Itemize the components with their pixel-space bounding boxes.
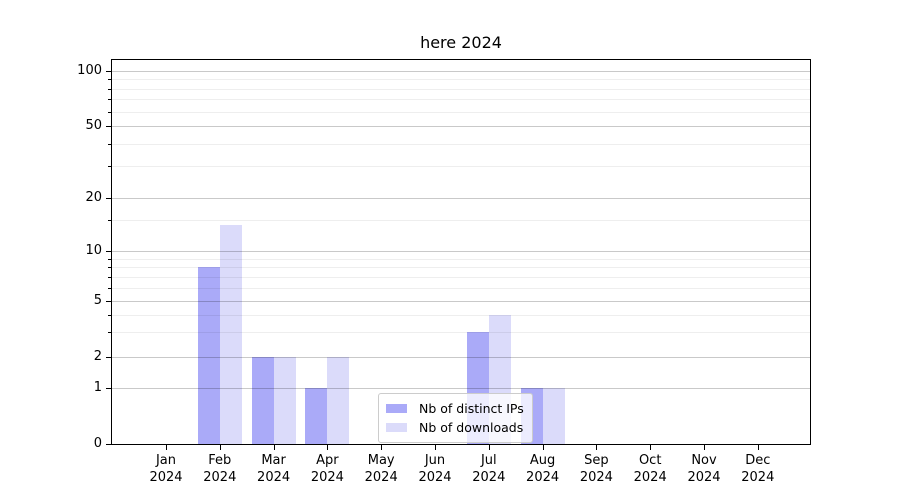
minor-gridline — [112, 99, 810, 101]
legend-item-distinct-ips: Nb of distinct IPs — [386, 399, 524, 418]
bar-distinct-ips-apr — [305, 388, 328, 444]
x-axis-tick — [435, 445, 436, 450]
x-axis-tick-label: May 2024 — [364, 453, 398, 485]
y-axis-tick-label: 1 — [93, 380, 102, 395]
minor-gridline — [112, 219, 810, 221]
y-axis-tick-label: 50 — [85, 118, 102, 133]
major-gridline — [112, 71, 810, 72]
y-axis-tick — [106, 71, 111, 72]
y-axis-tick — [106, 301, 111, 302]
y-axis-minor-tick — [108, 143, 111, 145]
y-axis-minor-tick — [108, 166, 111, 168]
y-axis-tick-label: 2 — [93, 349, 102, 364]
y-axis-tick — [106, 126, 111, 127]
minor-gridline — [112, 166, 810, 168]
x-axis-tick — [166, 445, 167, 450]
x-axis-tick — [488, 445, 490, 450]
y-axis-minor-tick — [108, 314, 111, 316]
x-axis-tick — [704, 445, 705, 450]
x-axis-tick — [650, 445, 652, 450]
y-axis-minor-tick — [108, 79, 111, 81]
legend-label-downloads: Nb of downloads — [419, 420, 524, 435]
x-axis-tick-label: Aug 2024 — [526, 453, 560, 485]
y-axis-tick — [106, 388, 111, 389]
bar-distinct-ips-mar — [251, 357, 274, 444]
y-axis-minor-tick — [108, 276, 111, 278]
legend-label-distinct-ips: Nb of distinct IPs — [419, 401, 524, 416]
y-axis-minor-tick — [108, 267, 111, 269]
y-axis-minor-tick — [108, 111, 111, 113]
y-axis-tick-label: 10 — [85, 243, 102, 258]
legend-swatch-distinct-ips-icon — [386, 404, 407, 413]
y-axis-tick — [106, 251, 111, 252]
y-axis-tick — [106, 357, 111, 358]
x-axis-tick-label: Jul 2024 — [472, 453, 506, 485]
bar-distinct-ips-feb — [197, 267, 220, 444]
x-axis-tick-label: Mar 2024 — [257, 453, 291, 485]
y-axis-tick-label: 20 — [85, 190, 102, 205]
plot-area — [111, 59, 811, 445]
y-axis-minor-tick — [108, 99, 111, 101]
x-axis-tick — [327, 445, 329, 450]
x-axis-tick — [219, 445, 221, 450]
y-axis-tick-label: 100 — [77, 63, 102, 78]
minor-gridline — [112, 111, 810, 113]
y-axis-minor-tick — [108, 258, 111, 260]
major-gridline — [112, 388, 810, 389]
x-axis-tick-label: Jan 2024 — [149, 453, 183, 485]
x-axis-tick-label: Feb 2024 — [203, 453, 237, 485]
major-gridline — [112, 357, 810, 358]
x-axis-tick — [381, 445, 383, 450]
bar-downloads-feb — [219, 225, 242, 444]
y-axis-minor-tick — [108, 88, 111, 90]
x-axis-tick — [596, 445, 598, 450]
x-axis-tick-label: Oct 2024 — [633, 453, 667, 485]
bar-downloads-aug — [542, 388, 565, 444]
minor-gridline — [112, 276, 810, 278]
minor-gridline — [112, 332, 810, 334]
y-axis-tick-label: 0 — [93, 436, 102, 451]
y-axis-tick — [106, 444, 111, 445]
y-axis-tick-label: 5 — [93, 293, 102, 308]
minor-gridline — [112, 79, 810, 81]
minor-gridline — [112, 287, 810, 289]
y-axis-minor-tick — [108, 219, 111, 221]
minor-gridline — [112, 258, 810, 260]
legend-item-downloads: Nb of downloads — [386, 418, 524, 437]
minor-gridline — [112, 267, 810, 269]
x-axis-tick-label: Sep 2024 — [579, 453, 613, 485]
x-axis-tick-label: Jun 2024 — [418, 453, 452, 485]
x-axis-tick — [542, 445, 544, 450]
x-axis-tick — [757, 445, 759, 450]
major-gridline — [112, 126, 810, 127]
chart-title: here 2024 — [420, 33, 502, 52]
major-gridline — [112, 301, 810, 302]
minor-gridline — [112, 314, 810, 316]
y-axis-minor-tick — [108, 332, 111, 334]
major-gridline — [112, 251, 810, 252]
x-axis-tick-label: Apr 2024 — [310, 453, 344, 485]
bar-downloads-mar — [273, 357, 296, 444]
major-gridline — [112, 198, 810, 199]
x-axis-tick-label: Dec 2024 — [741, 453, 775, 485]
legend: Nb of distinct IPs Nb of downloads — [378, 393, 533, 443]
y-axis-minor-tick — [108, 287, 111, 289]
legend-swatch-downloads-icon — [386, 423, 407, 432]
y-axis-tick — [106, 198, 111, 199]
x-axis-tick — [273, 445, 275, 450]
x-axis-tick-label: Nov 2024 — [687, 453, 721, 485]
bar-downloads-apr — [327, 357, 350, 444]
minor-gridline — [112, 143, 810, 145]
minor-gridline — [112, 88, 810, 90]
